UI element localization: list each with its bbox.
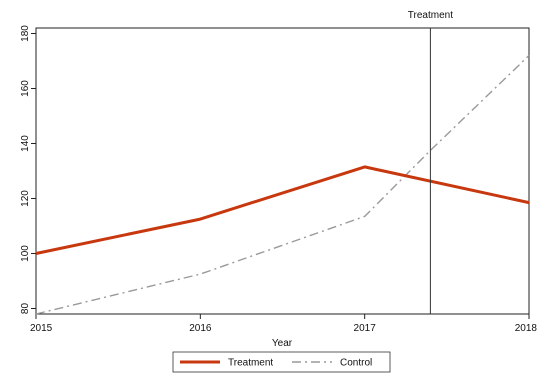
- series-line-control: [35, 54, 530, 315]
- y-tick-label: 80: [20, 303, 31, 315]
- vline-label: Treatment: [408, 10, 453, 21]
- legend: Treatment Control: [172, 351, 391, 373]
- y-tick-label: 120: [20, 190, 31, 207]
- x-axis: 2015 2016 2017 2018: [30, 314, 537, 334]
- plot-frame: [35, 27, 530, 315]
- y-tick-label: 100: [20, 245, 31, 262]
- series-line-treatment: [35, 165, 530, 255]
- x-tick-label: 2016: [189, 323, 212, 334]
- legend-entries: Treatment Control: [180, 358, 372, 369]
- legend-label-treatment: Treatment: [228, 358, 273, 369]
- series-layer: [35, 54, 530, 315]
- x-tick-label: 2017: [354, 323, 377, 334]
- y-axis: 80 100 120 140 160 180: [20, 25, 36, 314]
- y-tick-label: 160: [20, 80, 31, 97]
- y-tick-label: 140: [20, 135, 31, 152]
- y-tick-label: 180: [20, 25, 31, 42]
- x-axis-title: Year: [272, 338, 293, 349]
- x-tick-label: 2015: [30, 323, 53, 334]
- legend-box: [172, 351, 391, 373]
- legend-label-control: Control: [340, 358, 372, 369]
- annotation-layer: Treatment: [408, 10, 453, 314]
- x-tick-label: 2018: [515, 323, 538, 334]
